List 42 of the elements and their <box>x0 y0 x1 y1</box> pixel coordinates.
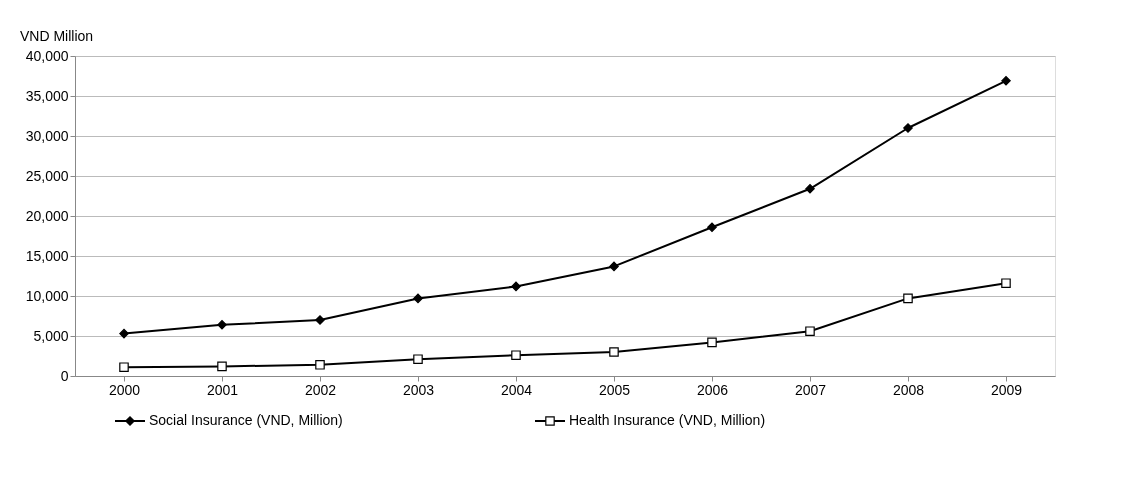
point <box>1001 76 1011 86</box>
x-tick-label: 2006 <box>696 381 729 398</box>
point <box>609 261 619 272</box>
point <box>609 347 619 357</box>
x-tick-label: 2007 <box>794 381 827 398</box>
point <box>217 320 227 330</box>
point <box>805 326 815 336</box>
x-tick-label: 2003 <box>402 381 435 398</box>
legend-label: Health Insurance (VND, Million) <box>569 412 766 428</box>
point <box>805 184 815 194</box>
x-tick-label: 2000 <box>108 381 141 398</box>
point <box>903 293 913 304</box>
point <box>119 362 129 372</box>
point <box>1001 278 1011 288</box>
point <box>315 360 325 370</box>
point <box>413 354 423 364</box>
y-tick-label: 30,000 <box>25 127 69 144</box>
y-tick-label: 25,000 <box>25 167 69 184</box>
x-tick-label: 2005 <box>598 381 631 398</box>
point <box>217 361 227 372</box>
y-tick-label: 20,000 <box>25 207 69 224</box>
point <box>903 123 913 133</box>
y-axis-title: VND Million <box>20 28 94 44</box>
point <box>413 293 423 304</box>
point <box>707 222 717 232</box>
y-tick-label: 40,000 <box>25 47 69 64</box>
x-tick-label: 2002 <box>304 381 337 398</box>
x-tick-label: 2001 <box>206 381 239 398</box>
y-tick-label: 10,000 <box>25 287 69 304</box>
point <box>119 328 129 339</box>
point <box>511 281 521 292</box>
x-tick-label: 2004 <box>500 381 533 398</box>
x-tick-label: 2009 <box>990 381 1023 398</box>
y-tick-label: 5,000 <box>33 327 69 344</box>
y-tick-label: 15,000 <box>25 247 69 264</box>
legend-label: Social Insurance (VND, Million) <box>149 412 343 428</box>
x-tick-label: 2008 <box>892 381 925 398</box>
y-tick-label: 0 <box>60 367 69 384</box>
point <box>511 350 521 360</box>
point <box>315 315 325 325</box>
point <box>707 337 717 348</box>
y-tick-label: 35,000 <box>25 87 69 104</box>
